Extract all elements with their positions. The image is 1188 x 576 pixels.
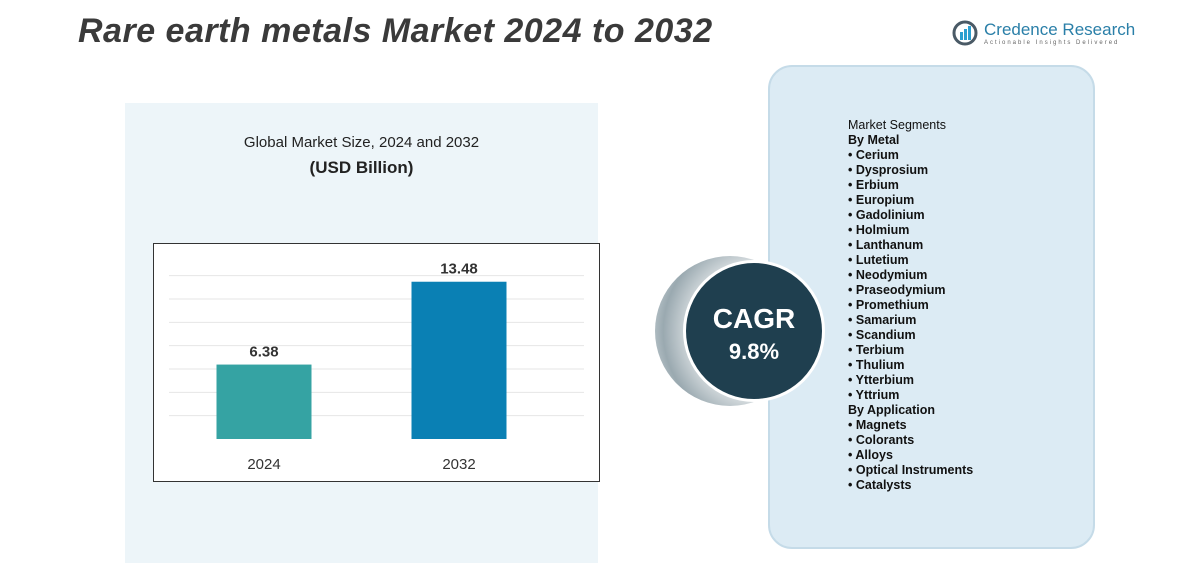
bar-2032 [411,281,507,439]
cagr-value: 9.8% [728,339,780,364]
segment-item: Ytterbium [848,373,973,388]
segment-item: Colorants [848,433,973,448]
segment-item: Catalysts [848,478,973,493]
segment-item: Dysprosium [848,163,973,178]
chart-title: Global Market Size, 2024 and 2032 [243,134,480,151]
segment-item: Thulium [848,358,973,373]
segment-item: Lanthanum [848,238,973,253]
segment-item: Terbium [848,343,973,358]
segment-item: Gadolinium [848,208,973,223]
segment-item: Optical Instruments [848,463,973,478]
market-segments: Market Segments By MetalCeriumDysprosium… [848,118,973,493]
segment-item: Scandium [848,328,973,343]
segment-item: Alloys [848,448,973,463]
segment-item: Yttrium [848,388,973,403]
logo-name: Credence Research [984,20,1136,39]
x-tick-label: 2032 [442,456,475,473]
bar-chart: 6.38 2024 13.48 2032 [169,261,584,473]
segment-item: Samarium [848,313,973,328]
plot-area: 6.38 2024 13.48 2032 [153,243,600,482]
page-title: Rare earth metals Market 2024 to 2032 [78,12,713,50]
segment-item: Promethium [848,298,973,313]
segment-item: Europium [848,193,973,208]
segments-heading: Market Segments [848,118,946,132]
data-label: 6.38 [249,344,278,361]
chart-subtitle: (USD Billion) [309,158,414,177]
data-label: 13.48 [440,261,478,278]
cagr-label: CAGR [712,303,796,334]
segment-group-title: By Metal [848,133,900,147]
segment-item: Neodymium [848,268,973,283]
segment-item: Praseodymium [848,283,973,298]
segment-item: Holmium [848,223,973,238]
segment-item: Magnets [848,418,973,433]
x-tick-label: 2024 [247,456,280,473]
segment-group-title: By Application [848,403,936,417]
logo-icon [952,20,978,46]
logo-tagline: Actionable Insights Delivered [984,40,1120,46]
segment-item: Cerium [848,148,973,163]
segment-item: Erbium [848,178,973,193]
logo: Credence Research Actionable Insights De… [952,20,1135,46]
bar-2024 [216,364,312,439]
cagr-badge: CAGR 9.8% [683,260,825,402]
segment-item: Lutetium [848,253,973,268]
